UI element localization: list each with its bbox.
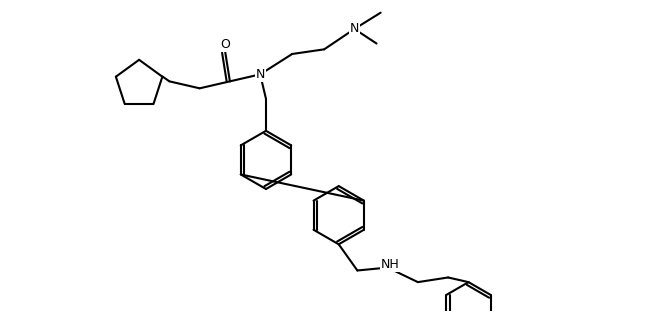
Text: NH: NH [381,258,400,271]
Text: O: O [220,38,230,51]
Text: N: N [255,68,265,81]
Text: N: N [350,23,359,35]
